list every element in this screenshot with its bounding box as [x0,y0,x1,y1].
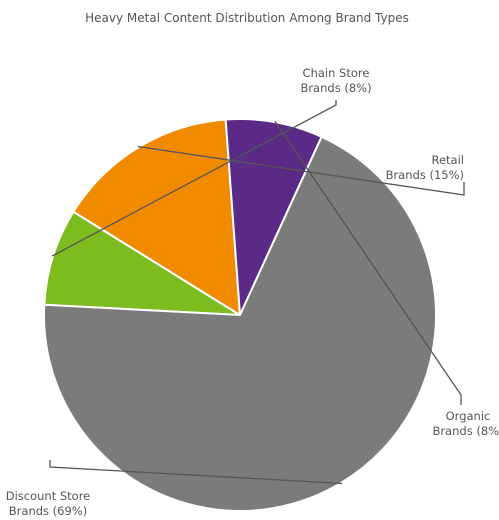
pie-slice-retail-brands [72,118,242,317]
leader-line-retail-brands [137,145,465,196]
chart-title: Heavy Metal Content Distribution Among B… [85,11,409,25]
pie-slice-discount-store-brands [43,135,437,512]
leader-line-discount-store-brands [49,460,343,485]
slice-label-discount-store-brands: Discount Store Brands (69%) [6,489,91,518]
pie-slice-organic-brands [224,118,323,316]
leader-lines [49,100,465,485]
pie-slice-chain-store-brands [43,210,241,316]
slice-label-chain-store-brands: Chain Store Brands (8%) [300,66,371,95]
leader-line-chain-store-brands [51,100,337,257]
slice-label-organic-brands: Organic Brands (8%) [432,409,499,438]
slice-label-retail-brands: Retail Brands (15%) [386,153,464,182]
pie-slices [43,118,437,512]
leader-line-organic-brands [274,120,462,405]
slice-labels: Chain Store Brands (8%) Retail Brands (15%)… [6,66,499,518]
